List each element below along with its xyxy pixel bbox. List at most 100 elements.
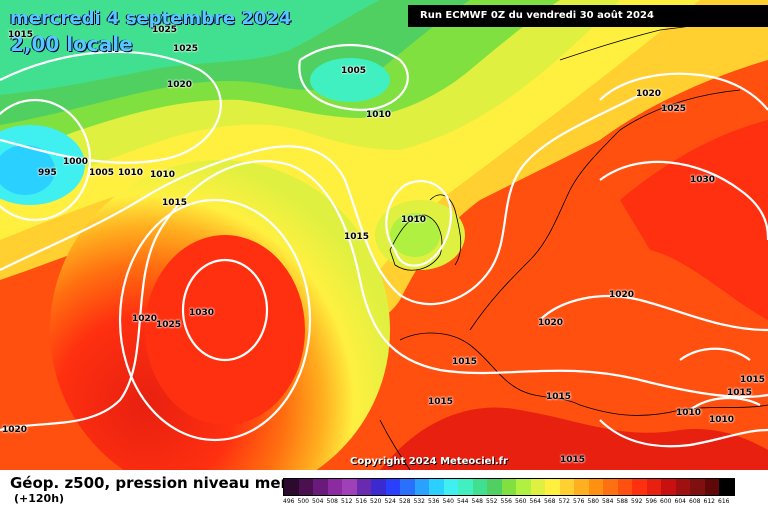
- isobar-label: 1020: [609, 290, 635, 300]
- isobar-label: 1015: [727, 388, 753, 398]
- scale-tick-label: 556: [500, 498, 512, 505]
- isobar-label: 1010: [676, 408, 702, 418]
- isobar-label: 1020: [538, 318, 564, 328]
- color-scale-labels: 496 500 504 508 512 516 520 524 528 532 536 540 544 5…: [283, 498, 733, 508]
- isobar-label: 1015: [428, 397, 454, 407]
- scale-tick-label: 540: [442, 498, 454, 505]
- scale-tick-label: 508: [326, 498, 338, 505]
- isobar-label: 1010: [366, 110, 392, 120]
- scale-swatch: [588, 479, 603, 495]
- scale-swatch: [414, 479, 429, 495]
- scale-swatch: [646, 479, 661, 495]
- scale-swatch: [559, 479, 574, 495]
- scale-swatch: [443, 479, 458, 495]
- scale-tick-label: 528: [399, 498, 411, 505]
- low-center-ireland-core: [390, 213, 440, 257]
- scale-swatch: [690, 479, 705, 495]
- atlantic-high-core: [145, 235, 305, 425]
- isobar-label: 1010: [118, 168, 144, 178]
- isobar-label: 1005: [341, 66, 367, 76]
- scale-swatch: [675, 479, 690, 495]
- scale-swatch: [617, 479, 632, 495]
- scale-tick-label: 608: [689, 498, 701, 505]
- isobar-label: 1020: [132, 314, 158, 324]
- scale-tick-label: 592: [631, 498, 643, 505]
- scale-swatch: [371, 479, 386, 495]
- scale-tick-label: 584: [602, 498, 614, 505]
- isobar-label: 995: [38, 168, 57, 178]
- forecast-date: mercredi 4 septembre 2024: [10, 8, 292, 29]
- scale-tick-label: 560: [515, 498, 527, 505]
- isobar-label: 1025: [152, 25, 178, 35]
- scale-tick-label: 580: [587, 498, 599, 505]
- forecast-map: [0, 0, 768, 470]
- isobar-label: 1020: [167, 80, 193, 90]
- scale-swatch: [385, 479, 400, 495]
- copyright: Copyright 2024 Meteociel.fr: [350, 456, 508, 467]
- scale-swatch: [530, 479, 545, 495]
- scale-swatch: [545, 479, 560, 495]
- scale-tick-label: 612: [703, 498, 715, 505]
- scale-swatch: [516, 479, 531, 495]
- scale-swatch: [400, 479, 415, 495]
- isobar-label: 1015: [546, 392, 572, 402]
- scale-swatch: [704, 479, 719, 495]
- isobar-label: 1010: [401, 215, 427, 225]
- legend-subtitle: (+120h): [14, 492, 65, 505]
- scale-tick-label: 520: [370, 498, 382, 505]
- scale-swatch: [472, 479, 487, 495]
- isobar-label: 1020: [636, 89, 662, 99]
- scale-tick-label: 496: [283, 498, 295, 505]
- scale-tick-label: 536: [428, 498, 440, 505]
- isobar-label: 1015: [8, 30, 34, 40]
- isobar-label: 1015: [740, 375, 766, 385]
- scale-swatch: [632, 479, 647, 495]
- scale-swatch: [719, 479, 734, 495]
- scale-tick-label: 504: [312, 498, 324, 505]
- isobar-label: 1025: [661, 104, 687, 114]
- forecast-time: 2,00 locale: [10, 32, 133, 56]
- zone-east-red: [620, 120, 768, 320]
- isobar-label: 1020: [2, 425, 28, 435]
- scale-tick-label: 616: [718, 498, 730, 505]
- scale-swatch: [327, 479, 342, 495]
- scale-swatch: [356, 479, 371, 495]
- zone-teal: [0, 0, 380, 95]
- scale-tick-label: 512: [341, 498, 353, 505]
- legend-title: Géop. z500, pression niveau mer: [10, 474, 288, 492]
- low-center-west-core: [0, 145, 55, 195]
- isobar-label: 1015: [560, 455, 586, 465]
- scale-swatch: [429, 479, 444, 495]
- scale-tick-label: 564: [529, 498, 541, 505]
- scale-tick-label: 548: [471, 498, 483, 505]
- scale-swatch: [487, 479, 502, 495]
- scale-swatch: [313, 479, 328, 495]
- scale-swatch: [284, 479, 299, 495]
- isobar-label: 1005: [89, 168, 115, 178]
- scale-tick-label: 576: [573, 498, 585, 505]
- isobar-label: 1010: [709, 415, 735, 425]
- scale-swatch: [603, 479, 618, 495]
- scale-tick-label: 500: [297, 498, 309, 505]
- isobar-label: 1015: [344, 232, 370, 242]
- scale-tick-label: 532: [413, 498, 425, 505]
- scale-swatch: [501, 479, 516, 495]
- scale-tick-label: 544: [457, 498, 469, 505]
- run-info: Run ECMWF 0Z du vendredi 30 août 2024: [408, 5, 768, 27]
- isobar-label: 1025: [173, 44, 199, 54]
- scale-swatch: [574, 479, 589, 495]
- scale-swatch: [342, 479, 357, 495]
- color-scale: [283, 478, 735, 496]
- scale-tick-label: 596: [645, 498, 657, 505]
- scale-tick-label: 516: [355, 498, 367, 505]
- scale-tick-label: 552: [486, 498, 498, 505]
- scale-tick-label: 588: [616, 498, 628, 505]
- scale-tick-label: 568: [544, 498, 556, 505]
- isobar-label: 1010: [150, 170, 176, 180]
- isobar-label: 1000: [63, 157, 89, 167]
- scale-tick-label: 572: [558, 498, 570, 505]
- low-center-north: [310, 58, 390, 102]
- isobar-label: 1015: [162, 198, 188, 208]
- scale-swatch: [661, 479, 676, 495]
